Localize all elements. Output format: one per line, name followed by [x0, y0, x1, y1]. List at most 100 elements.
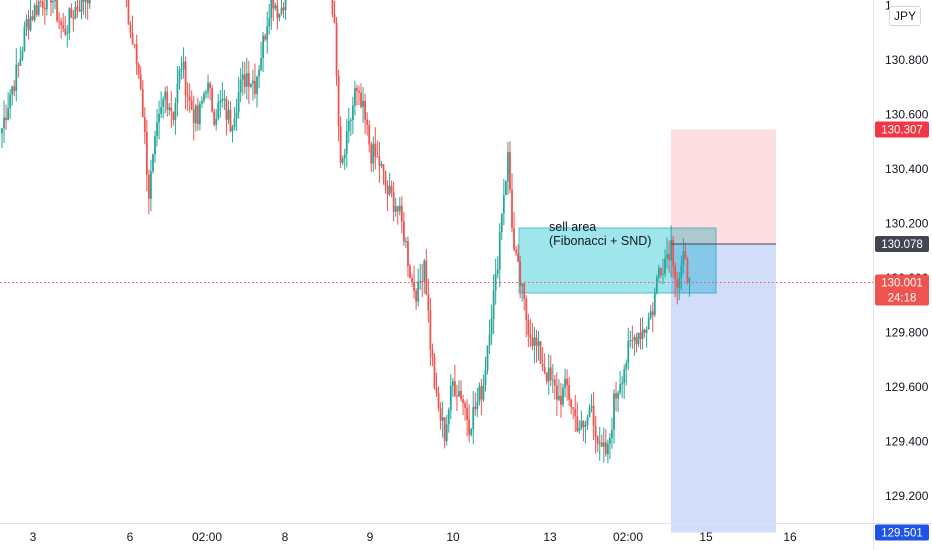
candle-body [527, 320, 530, 335]
candle-body [443, 417, 446, 442]
candle-body [625, 363, 628, 370]
candle-body [398, 205, 401, 212]
candle-body [684, 251, 687, 259]
candle-body [488, 334, 491, 346]
price-tick-label: 129.400 [885, 435, 929, 449]
candle-body [264, 35, 267, 40]
candle-body [62, 25, 65, 29]
candle-body [494, 274, 497, 291]
candle-body [74, 6, 77, 19]
candle-body [260, 58, 262, 70]
candle-body [680, 265, 683, 279]
stop-loss-zone[interactable] [671, 129, 776, 245]
candle-body [551, 379, 554, 381]
candle-body [172, 111, 175, 121]
candle-body [178, 69, 181, 84]
candle-body [66, 32, 69, 35]
candle-body [141, 88, 144, 118]
candle-body [198, 103, 201, 125]
current-price-badge-countdown: 24:18 [888, 293, 917, 305]
entry-price-badge-text: 130.078 [881, 239, 923, 251]
candle-body [160, 106, 163, 114]
candle-body [162, 99, 165, 107]
time-axis[interactable]: 3 6 02:00 8 9 10 13 02:00 15 16 [30, 530, 797, 544]
candle-body [266, 26, 269, 40]
candle-body [647, 317, 650, 330]
candle-body [425, 260, 428, 295]
take-profit-zone[interactable] [671, 244, 776, 533]
candle-body [256, 76, 258, 94]
time-tick-label: 9 [367, 530, 374, 544]
candle-body [133, 44, 136, 46]
candle-body [235, 112, 238, 119]
candle-body [586, 417, 589, 425]
candle-body [192, 109, 195, 124]
candle-body [594, 425, 597, 437]
candle-body [156, 122, 158, 137]
candle-body [268, 17, 271, 27]
candle-body [419, 280, 422, 282]
candle-body [345, 131, 348, 155]
candle-body [672, 240, 675, 267]
candle-body [523, 283, 526, 299]
candle-body [598, 442, 601, 444]
candle-body [378, 156, 381, 166]
candle-body [129, 24, 132, 34]
price-tick-label: 1 [885, 0, 892, 13]
candle-body [431, 349, 434, 358]
candle-body [566, 378, 568, 386]
candle-body [152, 154, 154, 172]
candle-body [513, 228, 515, 250]
candle-body [5, 117, 7, 121]
candle-body [247, 73, 250, 87]
candle-body [572, 407, 575, 410]
candle-body [64, 28, 67, 35]
candle-body [490, 318, 493, 335]
candle-body [337, 75, 340, 127]
candle-body [402, 221, 405, 242]
candle-body [519, 261, 522, 286]
candle-body [7, 108, 10, 121]
candle-body [9, 94, 12, 109]
candle-body [380, 164, 383, 166]
candle-body [376, 156, 379, 158]
candle-body [158, 113, 160, 123]
price-badges: 130.307 130.078 130.001 24:18 129.501 [875, 121, 929, 541]
candle-body [602, 442, 605, 447]
candle-body [237, 92, 240, 113]
candle-body [543, 366, 546, 373]
candle-body [590, 405, 593, 408]
candle-body [280, 7, 283, 14]
candle-body [182, 61, 185, 69]
candle-body [84, 0, 87, 2]
candle-body [633, 336, 636, 341]
time-tick-label: 8 [282, 530, 289, 544]
candle-body [362, 100, 364, 107]
annotation-line-1[interactable]: sell area [549, 220, 596, 234]
candle-body [52, 1, 54, 3]
annotation-line-2[interactable]: (Fibonacci + SND) [549, 234, 651, 248]
candle-body [184, 61, 187, 96]
candle-body [231, 127, 234, 132]
candle-body [278, 13, 281, 18]
candle-body [211, 88, 214, 112]
candle-body [606, 443, 609, 455]
candle-body [386, 185, 389, 195]
candle-body [533, 337, 536, 346]
candle-body [574, 409, 577, 417]
price-tick-label: 130.800 [885, 53, 929, 67]
candle-body [413, 282, 415, 291]
candle-body [45, 0, 48, 10]
candle-body [643, 329, 646, 333]
price-tick-label: 130.200 [885, 217, 929, 231]
candle-body [535, 337, 538, 346]
candle-body [582, 421, 585, 427]
candle-body [621, 382, 624, 385]
currency-button[interactable]: JPY [889, 6, 922, 26]
candle-body [441, 417, 444, 421]
candle-body [645, 329, 648, 333]
candle-body [609, 437, 611, 444]
candle-body [262, 35, 265, 59]
candle-body [451, 381, 454, 386]
